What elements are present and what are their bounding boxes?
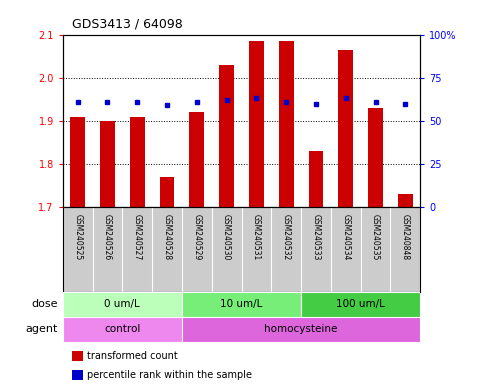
Bar	[338, 50, 353, 207]
Bar	[130, 117, 145, 207]
Bar	[63, 292, 182, 317]
Text: GSM240525: GSM240525	[73, 214, 82, 260]
Text: GSM240534: GSM240534	[341, 214, 350, 260]
Text: 10 um/L: 10 um/L	[220, 299, 263, 310]
Bar	[219, 65, 234, 207]
Text: agent: agent	[26, 324, 58, 334]
Text: GSM240535: GSM240535	[371, 214, 380, 260]
Text: dose: dose	[31, 299, 58, 310]
Text: GSM240530: GSM240530	[222, 214, 231, 260]
Text: GDS3413 / 64098: GDS3413 / 64098	[72, 18, 183, 31]
Text: GSM240529: GSM240529	[192, 214, 201, 260]
Bar	[309, 151, 324, 207]
Bar	[398, 194, 413, 207]
Text: GSM240531: GSM240531	[252, 214, 261, 260]
Text: GSM240533: GSM240533	[312, 214, 320, 260]
Bar	[100, 121, 115, 207]
Bar	[159, 177, 174, 207]
Bar	[63, 317, 182, 342]
Text: GSM240528: GSM240528	[163, 214, 171, 260]
Text: GSM240532: GSM240532	[282, 214, 291, 260]
Bar	[182, 317, 420, 342]
Text: 0 um/L: 0 um/L	[104, 299, 140, 310]
Bar	[368, 108, 383, 207]
Text: percentile rank within the sample: percentile rank within the sample	[87, 370, 252, 380]
Bar	[189, 113, 204, 207]
Text: GSM240527: GSM240527	[133, 214, 142, 260]
Text: control: control	[104, 324, 141, 334]
Bar	[301, 292, 420, 317]
Bar	[279, 41, 294, 207]
Bar	[70, 117, 85, 207]
Text: GSM240848: GSM240848	[401, 214, 410, 260]
Text: GSM240526: GSM240526	[103, 214, 112, 260]
Text: transformed count: transformed count	[87, 351, 178, 361]
Text: homocysteine: homocysteine	[264, 324, 338, 334]
Bar	[249, 41, 264, 207]
Text: 100 um/L: 100 um/L	[336, 299, 385, 310]
Bar	[182, 292, 301, 317]
